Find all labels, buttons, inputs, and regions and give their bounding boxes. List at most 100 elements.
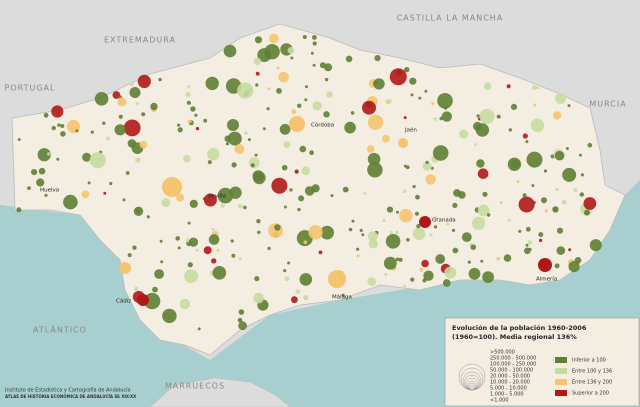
town — [299, 145, 307, 153]
credit: Instituto de Estadística y Cartografía d… — [5, 387, 131, 394]
town — [17, 138, 21, 141]
town — [342, 186, 349, 193]
town — [302, 35, 307, 39]
town — [476, 159, 485, 168]
town — [297, 103, 302, 109]
town — [114, 124, 126, 136]
town — [60, 124, 65, 128]
town — [578, 153, 582, 157]
town — [310, 51, 314, 55]
town — [283, 269, 287, 273]
town — [255, 71, 260, 76]
town — [253, 57, 261, 66]
town — [351, 219, 355, 223]
town — [474, 143, 478, 147]
town — [291, 296, 298, 304]
town — [159, 239, 163, 243]
town — [195, 248, 199, 252]
town — [289, 188, 293, 192]
town — [186, 100, 191, 105]
town — [434, 216, 438, 220]
town — [320, 225, 334, 240]
size-symbol — [470, 386, 474, 391]
size-label: >500.000 — [490, 350, 515, 356]
town — [90, 130, 94, 134]
town — [89, 152, 106, 169]
town — [224, 135, 232, 142]
town — [254, 153, 258, 157]
town — [281, 164, 288, 171]
town — [432, 145, 449, 161]
town — [419, 268, 424, 272]
town — [499, 201, 503, 204]
town — [423, 270, 434, 281]
town — [367, 231, 378, 242]
size-label: 250.000 - 500.000 — [490, 356, 536, 362]
town — [135, 102, 139, 106]
town — [525, 140, 529, 144]
town — [187, 221, 191, 225]
town — [195, 126, 200, 131]
size-label: 20.000 - 50.000 — [490, 374, 530, 380]
town — [359, 228, 363, 232]
town — [30, 169, 38, 176]
town — [418, 96, 422, 100]
town — [543, 169, 548, 173]
town — [573, 188, 578, 193]
town — [211, 227, 215, 231]
town — [568, 248, 572, 252]
town — [264, 44, 280, 60]
town — [27, 186, 31, 191]
city-label: Málaga — [332, 294, 352, 301]
town — [160, 260, 164, 264]
town — [579, 192, 584, 197]
town — [227, 131, 242, 146]
town — [75, 129, 79, 133]
town — [291, 109, 297, 115]
town — [43, 112, 49, 118]
town — [203, 193, 217, 207]
city-label: Jaén — [404, 127, 417, 134]
city-label: Cádiz — [116, 298, 131, 305]
town — [385, 234, 401, 249]
town — [132, 245, 137, 250]
town — [283, 141, 291, 149]
town — [81, 190, 90, 199]
town — [467, 260, 471, 264]
town — [298, 195, 305, 202]
town — [161, 198, 171, 208]
town — [386, 206, 394, 213]
town — [437, 93, 453, 109]
town — [422, 161, 432, 171]
city-label: Sevilla — [208, 194, 226, 200]
town — [197, 327, 201, 331]
town — [554, 263, 560, 269]
town — [177, 123, 181, 127]
town — [87, 181, 91, 185]
town — [139, 140, 148, 149]
town — [177, 127, 183, 133]
city-label: Córdoba — [311, 122, 334, 129]
town — [257, 230, 261, 234]
towns — [16, 33, 602, 331]
town — [304, 186, 315, 196]
town — [312, 63, 316, 67]
size-label: 1.000 - 5.000 — [490, 392, 524, 398]
town — [135, 208, 140, 213]
town — [410, 277, 415, 282]
town — [287, 47, 295, 54]
class-swatch — [555, 357, 567, 363]
town — [442, 279, 451, 287]
town — [229, 186, 242, 199]
town — [368, 239, 378, 249]
town — [205, 76, 219, 91]
town — [409, 77, 417, 85]
town — [496, 114, 501, 119]
town — [452, 202, 458, 208]
town — [47, 152, 51, 156]
town — [425, 160, 429, 164]
town — [524, 247, 531, 255]
town — [141, 112, 146, 117]
town — [231, 162, 237, 168]
credits: Instituto de Estadística y Cartografía d… — [5, 387, 136, 400]
